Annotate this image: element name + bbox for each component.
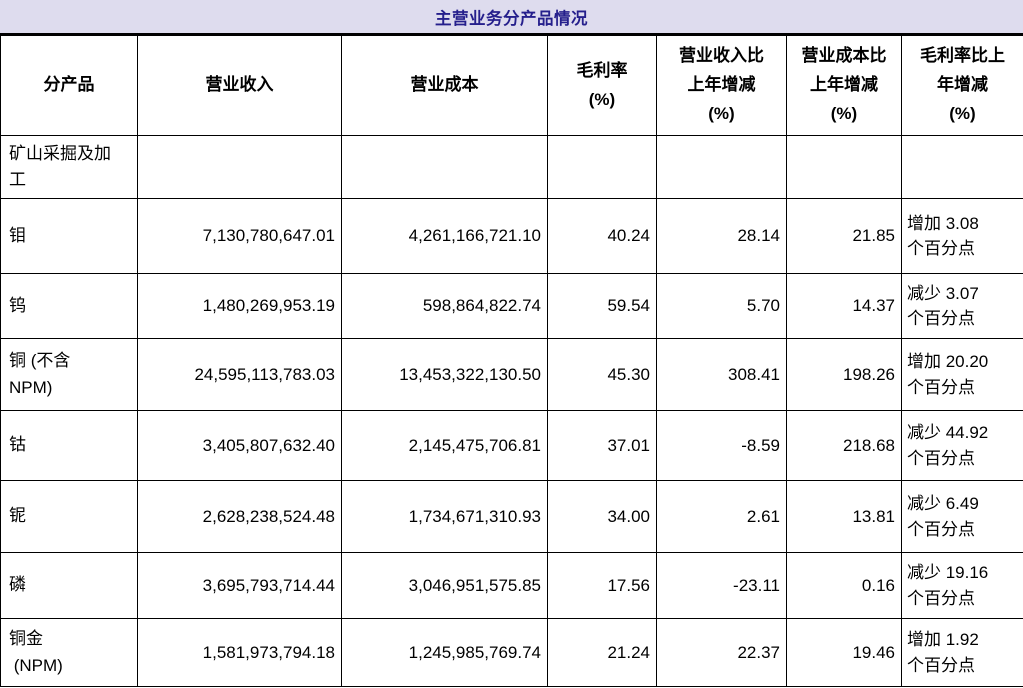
row-mining-segment: 矿山采掘及加 工: [0, 135, 1023, 199]
cell-cost-yoy-change: 218.68: [786, 410, 902, 481]
cell-gross-margin: 17.56: [547, 552, 657, 619]
cell-gross-margin: 45.30: [547, 338, 657, 411]
cell-cost: 3,046,951,575.85: [341, 552, 548, 619]
cell-margin-yoy-change: 增加 3.08 个百分点: [901, 198, 1023, 274]
cell-revenue-yoy-change: 5.70: [656, 273, 787, 339]
header-gross-margin: 毛利率 (%): [547, 34, 657, 136]
cell-gross-margin: 34.00: [547, 480, 657, 553]
cell-revenue: 3,405,807,632.40: [137, 410, 342, 481]
cell-revenue-yoy-change: 28.14: [656, 198, 787, 274]
header-revenue: 营业收入: [137, 34, 342, 136]
cell-cost: 13,453,322,130.50: [341, 338, 548, 411]
cell-revenue: 24,595,113,783.03: [137, 338, 342, 411]
cell-cost: 1,734,671,310.93: [341, 480, 548, 553]
cell-cost-yoy-change: 14.37: [786, 273, 902, 339]
cell-gross-margin: 40.24: [547, 198, 657, 274]
row-phosphorus: 磷 3,695,793,714.44 3,046,951,575.85 17.5…: [0, 552, 1023, 619]
row-copper-gold-npm: 铜金 (NPM) 1,581,973,794.18 1,245,985,769.…: [0, 618, 1023, 687]
header-cost-yoy-change: 营业成本比 上年增减 (%): [786, 34, 902, 136]
cell-revenue-yoy-change: 308.41: [656, 338, 787, 411]
cell-revenue-yoy-change: -23.11: [656, 552, 787, 619]
cell-product: 钴: [0, 410, 138, 481]
cell-cost: [341, 135, 548, 199]
cell-revenue-yoy-change: 2.61: [656, 480, 787, 553]
cell-gross-margin: [547, 135, 657, 199]
header-revenue-yoy-change: 营业收入比 上年增减 (%): [656, 34, 787, 136]
cell-cost-yoy-change: 19.46: [786, 618, 902, 687]
cell-cost-yoy-change: [786, 135, 902, 199]
header-margin-yoy-change: 毛利率比上 年增减 (%): [901, 34, 1023, 136]
cell-cost-yoy-change: 0.16: [786, 552, 902, 619]
cell-cost: 1,245,985,769.74: [341, 618, 548, 687]
cell-product: 磷: [0, 552, 138, 619]
cell-gross-margin: 21.24: [547, 618, 657, 687]
cell-margin-yoy-change: 减少 3.07 个百分点: [901, 273, 1023, 339]
cell-revenue: 1,480,269,953.19: [137, 273, 342, 339]
cell-revenue: 3,695,793,714.44: [137, 552, 342, 619]
cell-cost-yoy-change: 13.81: [786, 480, 902, 553]
cell-cost-yoy-change: 198.26: [786, 338, 902, 411]
cell-cost: 4,261,166,721.10: [341, 198, 548, 274]
cell-product: 铜金 (NPM): [0, 618, 138, 687]
table-title-bar: 主营业务分产品情况: [0, 0, 1023, 33]
cell-product: 铜 (不含 NPM): [0, 338, 138, 411]
cell-revenue-yoy-change: 22.37: [656, 618, 787, 687]
cell-margin-yoy-change: 增加 1.92 个百分点: [901, 618, 1023, 687]
cell-cost: 2,145,475,706.81: [341, 410, 548, 481]
cell-margin-yoy-change: 增加 20.20 个百分点: [901, 338, 1023, 411]
row-tungsten: 钨 1,480,269,953.19 598,864,822.74 59.54 …: [0, 273, 1023, 339]
header-row: 分产品 营业收入 营业成本 毛利率 (%) 营业收入比 上年增减 (%) 营业成…: [0, 34, 1023, 136]
cell-cost: 598,864,822.74: [341, 273, 548, 339]
cell-revenue: 1,581,973,794.18: [137, 618, 342, 687]
cell-gross-margin: 59.54: [547, 273, 657, 339]
cell-margin-yoy-change: 减少 44.92 个百分点: [901, 410, 1023, 481]
row-niobium: 铌 2,628,238,524.48 1,734,671,310.93 34.0…: [0, 480, 1023, 553]
cell-revenue: [137, 135, 342, 199]
cell-margin-yoy-change: 减少 19.16 个百分点: [901, 552, 1023, 619]
cell-revenue-yoy-change: [656, 135, 787, 199]
cell-revenue: 7,130,780,647.01: [137, 198, 342, 274]
header-product: 分产品: [0, 34, 138, 136]
cell-cost-yoy-change: 21.85: [786, 198, 902, 274]
cell-product: 矿山采掘及加 工: [0, 135, 138, 199]
row-molybdenum: 钼 7,130,780,647.01 4,261,166,721.10 40.2…: [0, 198, 1023, 274]
cell-product: 钨: [0, 273, 138, 339]
product-breakdown-table: 分产品 营业收入 营业成本 毛利率 (%) 营业收入比 上年增减 (%) 营业成…: [0, 33, 1023, 687]
cell-gross-margin: 37.01: [547, 410, 657, 481]
row-cobalt: 钴 3,405,807,632.40 2,145,475,706.81 37.0…: [0, 410, 1023, 481]
row-copper-ex-npm: 铜 (不含 NPM) 24,595,113,783.03 13,453,322,…: [0, 338, 1023, 411]
cell-revenue-yoy-change: -8.59: [656, 410, 787, 481]
cell-margin-yoy-change: 减少 6.49 个百分点: [901, 480, 1023, 553]
cell-product: 钼: [0, 198, 138, 274]
cell-product: 铌: [0, 480, 138, 553]
table-title: 主营业务分产品情况: [435, 9, 588, 28]
cell-margin-yoy-change: [901, 135, 1023, 199]
header-cost: 营业成本: [341, 34, 548, 136]
cell-revenue: 2,628,238,524.48: [137, 480, 342, 553]
